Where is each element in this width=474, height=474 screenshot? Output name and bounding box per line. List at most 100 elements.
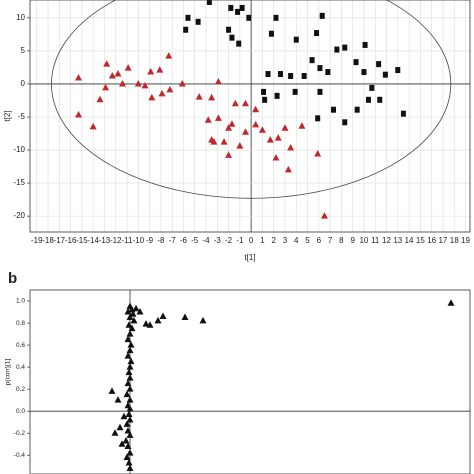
point (116, 423, 124, 431)
point (166, 85, 174, 93)
x-tick-label: -10 (133, 236, 145, 245)
point (236, 142, 244, 149)
point (354, 106, 360, 113)
point (252, 120, 260, 128)
x-tick-label: 18 (450, 236, 459, 245)
x-tick-label: -12 (110, 236, 122, 245)
point (124, 442, 132, 449)
point (159, 312, 167, 319)
point (108, 387, 116, 394)
point (274, 92, 280, 99)
y-tick-label: -20 (13, 211, 25, 220)
point (236, 40, 242, 47)
point (214, 114, 222, 121)
x-tick-label: 16 (427, 236, 436, 245)
point (395, 67, 401, 74)
point (129, 310, 137, 317)
point (258, 126, 266, 133)
x-tick-label: 0 (249, 236, 254, 245)
point (268, 30, 274, 37)
point (126, 346, 134, 354)
point (154, 316, 162, 324)
y-tick-label: 0.2 (16, 386, 25, 393)
point (252, 105, 260, 113)
point (134, 79, 142, 87)
point (124, 352, 132, 359)
point (126, 416, 134, 423)
point (165, 52, 173, 59)
point (126, 374, 134, 381)
point (353, 59, 359, 66)
x-tick-label: -13 (99, 236, 111, 245)
x-tick-label: -14 (87, 236, 99, 245)
x-tick-label: -7 (169, 236, 177, 245)
point (124, 379, 132, 387)
point (181, 313, 189, 321)
point (325, 69, 331, 76)
point (102, 83, 110, 91)
point (400, 110, 406, 117)
x-tick-label: -11 (122, 236, 134, 245)
y-tick-label: 10 (16, 13, 25, 22)
point (126, 363, 134, 370)
point (118, 440, 126, 447)
point (225, 124, 233, 131)
point (377, 96, 383, 103)
point (365, 96, 371, 103)
point (287, 144, 295, 151)
point (126, 330, 134, 337)
y-tick-label: -15 (13, 178, 25, 187)
x-tick-label: 10 (359, 236, 368, 245)
x-tick-label: 14 (405, 236, 414, 245)
y-tick-label: 0.8 (16, 320, 25, 327)
point (108, 72, 116, 79)
x-tick-label: 17 (438, 236, 447, 245)
point (146, 321, 154, 328)
point (114, 396, 122, 403)
point (265, 71, 271, 78)
x-tick-label: 8 (339, 236, 344, 245)
point (288, 73, 294, 80)
point (262, 96, 268, 103)
point (284, 165, 292, 173)
point (119, 79, 127, 87)
point (241, 99, 249, 107)
point (204, 116, 212, 123)
y-tick-label: 0.0 (16, 408, 25, 415)
point (103, 60, 111, 67)
x-tick-label: -5 (191, 236, 199, 245)
x-tick-label: -8 (157, 236, 165, 245)
point (124, 335, 132, 343)
point (342, 119, 348, 126)
point (214, 77, 222, 85)
x-tick-label: 1 (260, 236, 265, 245)
y-tick-label: -10 (13, 145, 25, 154)
point (126, 385, 134, 392)
point (235, 8, 241, 15)
point (142, 320, 150, 327)
y-tick-label: 0.4 (16, 364, 25, 371)
point (266, 136, 274, 143)
point (75, 111, 83, 118)
point (126, 396, 134, 403)
point (126, 404, 134, 412)
point (228, 120, 236, 127)
y-tick-label: 5 (21, 46, 26, 55)
point (273, 14, 279, 21)
point (447, 299, 455, 306)
point (231, 99, 239, 107)
panel-label: b (8, 270, 17, 287)
point (147, 68, 155, 75)
point (127, 357, 135, 365)
x-tick-label: 13 (393, 236, 402, 245)
point (125, 410, 133, 418)
point (239, 4, 245, 11)
point (178, 79, 186, 87)
x-tick-label: -1 (236, 236, 244, 245)
point (320, 212, 328, 219)
point (292, 88, 298, 95)
x-axis-label: t[1] (244, 253, 255, 262)
point (89, 122, 97, 130)
point (125, 458, 133, 466)
point (361, 69, 367, 76)
